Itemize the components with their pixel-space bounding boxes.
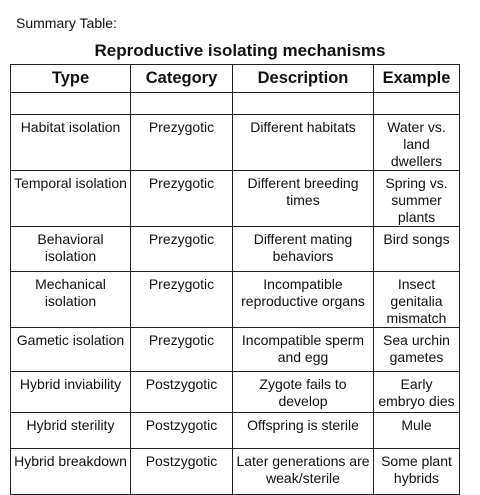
example-cell: Mule — [373, 412, 460, 449]
type-cell: Behavioral isolation — [10, 226, 131, 272]
blank-row — [10, 92, 460, 115]
example-cell: Water vs. land dwellers — [373, 114, 460, 171]
category-cell: Prezygotic — [130, 170, 233, 227]
description-cell: Incompatible sperm and egg — [232, 327, 374, 372]
example-cell: Some plant hybrids — [373, 448, 460, 495]
table-row: Gametic isolation Prezygotic Incompatibl… — [10, 327, 460, 372]
description-cell: Incompatible reproductive organs — [232, 271, 374, 328]
example-cell: Spring vs. summer plants — [373, 170, 460, 227]
table-row: Hybrid breakdown Postzygotic Later gener… — [10, 448, 460, 495]
category-cell: Postzygotic — [130, 412, 233, 449]
type-cell: Hybrid inviability — [10, 371, 131, 413]
blank-cell — [130, 92, 233, 115]
example-cell: Insect genitalia mismatch — [373, 271, 460, 328]
header-type: Type — [10, 64, 131, 93]
type-cell: Mechanical isolation — [10, 271, 131, 328]
blank-cell — [373, 92, 460, 115]
header-description: Description — [232, 64, 374, 93]
category-cell: Prezygotic — [130, 271, 233, 328]
table-row: Habitat isolation Prezygotic Different h… — [10, 114, 460, 171]
blank-cell — [232, 92, 374, 115]
header-category: Category — [130, 64, 233, 93]
table-row: Temporal isolation Prezygotic Different … — [10, 170, 460, 227]
table-row: Behavioral isolation Prezygotic Differen… — [10, 226, 460, 272]
summary-caption: Summary Table: — [16, 15, 117, 31]
table-row: Mechanical isolation Prezygotic Incompat… — [10, 271, 460, 328]
type-cell: Habitat isolation — [10, 114, 131, 171]
category-cell: Postzygotic — [130, 371, 233, 413]
type-cell: Temporal isolation — [10, 170, 131, 227]
category-cell: Prezygotic — [130, 114, 233, 171]
type-cell: Hybrid sterility — [10, 412, 131, 449]
example-cell: Sea urchin gametes — [373, 327, 460, 372]
table-row: Hybrid inviability Postzygotic Zygote fa… — [10, 371, 460, 413]
description-cell: Different habitats — [232, 114, 374, 171]
type-cell: Hybrid breakdown — [10, 448, 131, 495]
description-cell: Different mating behaviors — [232, 226, 374, 272]
table-title: Reproductive isolating mechanisms — [94, 41, 386, 60]
description-cell: Offspring is sterile — [232, 412, 374, 449]
type-cell: Gametic isolation — [10, 327, 131, 372]
table-row: Hybrid sterility Postzygotic Offspring i… — [10, 412, 460, 449]
isolation-table: Type Category Description Example Habita… — [10, 64, 460, 495]
header-row: Type Category Description Example — [10, 64, 460, 93]
category-cell: Postzygotic — [130, 448, 233, 495]
example-cell: Early embryo dies — [373, 371, 460, 413]
description-cell: Different breeding times — [232, 170, 374, 227]
example-cell: Bird songs — [373, 226, 460, 272]
header-example: Example — [373, 64, 460, 93]
category-cell: Prezygotic — [130, 327, 233, 372]
description-cell: Zygote fails to develop — [232, 371, 374, 413]
blank-cell — [10, 92, 131, 115]
category-cell: Prezygotic — [130, 226, 233, 272]
description-cell: Later generations are weak/sterile — [232, 448, 374, 495]
